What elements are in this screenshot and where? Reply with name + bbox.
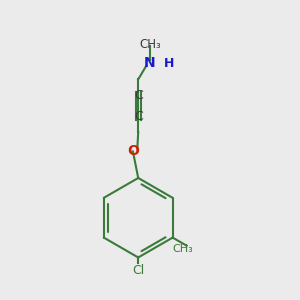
- Text: O: O: [127, 145, 139, 158]
- Text: C: C: [134, 110, 142, 123]
- Text: Cl: Cl: [132, 264, 144, 277]
- Text: N: N: [144, 56, 156, 70]
- Text: CH₃: CH₃: [139, 38, 161, 50]
- Text: C: C: [134, 89, 142, 102]
- Text: H: H: [164, 57, 174, 70]
- Text: CH₃: CH₃: [172, 244, 193, 254]
